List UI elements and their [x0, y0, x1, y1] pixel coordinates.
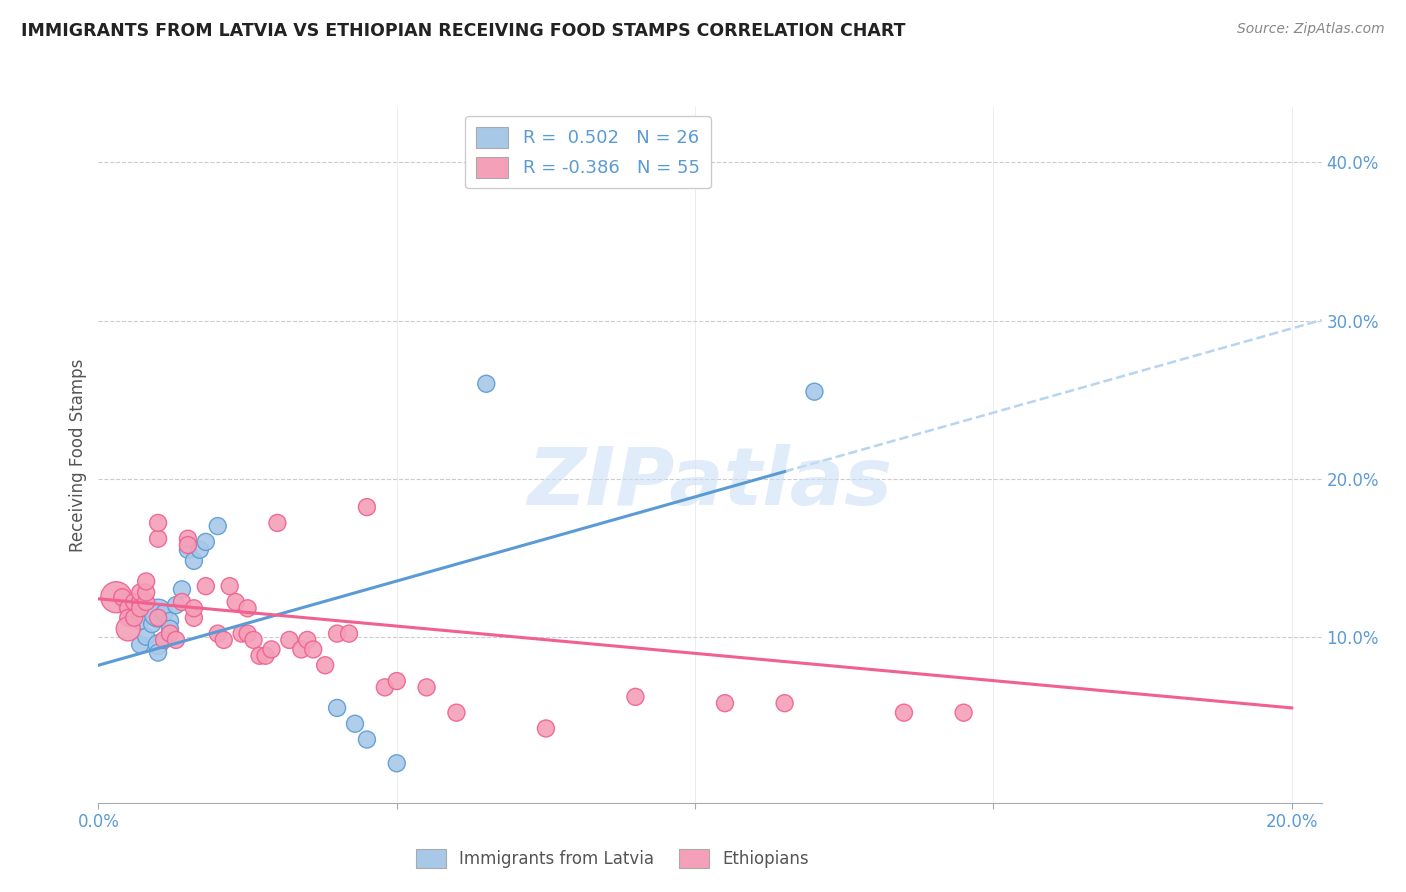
Point	[249, 648, 271, 663]
Text: ZIPatlas: ZIPatlas	[527, 443, 893, 522]
Point	[117, 598, 139, 612]
Point	[122, 611, 145, 625]
Point	[534, 722, 557, 736]
Point	[146, 638, 169, 652]
Point	[177, 542, 200, 557]
Point	[122, 606, 145, 620]
Point	[356, 732, 378, 747]
Point	[183, 611, 205, 625]
Point	[266, 516, 288, 530]
Point	[952, 706, 974, 720]
Point	[188, 542, 211, 557]
Point	[415, 681, 437, 695]
Point	[385, 674, 408, 689]
Point	[159, 614, 181, 628]
Point	[207, 519, 229, 533]
Point	[117, 622, 139, 636]
Point	[146, 611, 169, 625]
Point	[146, 646, 169, 660]
Point	[194, 579, 217, 593]
Point	[170, 582, 193, 597]
Point	[146, 516, 169, 530]
Point	[177, 532, 200, 546]
Point	[135, 585, 157, 599]
Point	[225, 595, 247, 609]
Point	[773, 696, 796, 710]
Point	[153, 606, 176, 620]
Point	[624, 690, 647, 704]
Point	[326, 626, 349, 640]
Point	[135, 630, 157, 644]
Point	[135, 601, 157, 615]
Point	[231, 626, 253, 640]
Point	[475, 376, 498, 391]
Point	[159, 622, 181, 636]
Point	[153, 632, 176, 647]
Point	[129, 585, 152, 599]
Point	[141, 617, 163, 632]
Point	[129, 638, 152, 652]
Point	[111, 591, 134, 605]
Point	[159, 626, 181, 640]
Point	[374, 681, 396, 695]
Point	[337, 626, 360, 640]
Text: Source: ZipAtlas.com: Source: ZipAtlas.com	[1237, 22, 1385, 37]
Point	[122, 595, 145, 609]
Legend: Immigrants from Latvia, Ethiopians: Immigrants from Latvia, Ethiopians	[409, 842, 815, 874]
Point	[893, 706, 915, 720]
Point	[236, 601, 259, 615]
Point	[194, 534, 217, 549]
Point	[177, 538, 200, 552]
Point	[218, 579, 240, 593]
Point	[803, 384, 825, 399]
Point	[146, 606, 169, 620]
Point	[343, 716, 366, 731]
Point	[129, 601, 152, 615]
Point	[446, 706, 468, 720]
Point	[212, 632, 235, 647]
Point	[117, 601, 139, 615]
Point	[183, 601, 205, 615]
Point	[254, 648, 277, 663]
Point	[135, 595, 157, 609]
Point	[236, 626, 259, 640]
Point	[183, 554, 205, 568]
Point	[714, 696, 737, 710]
Point	[207, 626, 229, 640]
Point	[242, 632, 264, 647]
Point	[326, 701, 349, 715]
Point	[135, 574, 157, 589]
Point	[117, 611, 139, 625]
Point	[385, 756, 408, 771]
Point	[356, 500, 378, 514]
Point	[290, 642, 312, 657]
Y-axis label: Receiving Food Stamps: Receiving Food Stamps	[69, 359, 87, 551]
Point	[314, 658, 336, 673]
Point	[260, 642, 283, 657]
Point	[165, 598, 187, 612]
Text: IMMIGRANTS FROM LATVIA VS ETHIOPIAN RECEIVING FOOD STAMPS CORRELATION CHART: IMMIGRANTS FROM LATVIA VS ETHIOPIAN RECE…	[21, 22, 905, 40]
Point	[302, 642, 325, 657]
Point	[165, 632, 187, 647]
Point	[129, 614, 152, 628]
Point	[278, 632, 301, 647]
Point	[129, 595, 152, 609]
Point	[297, 632, 319, 647]
Point	[146, 532, 169, 546]
Point	[105, 591, 128, 605]
Point	[170, 595, 193, 609]
